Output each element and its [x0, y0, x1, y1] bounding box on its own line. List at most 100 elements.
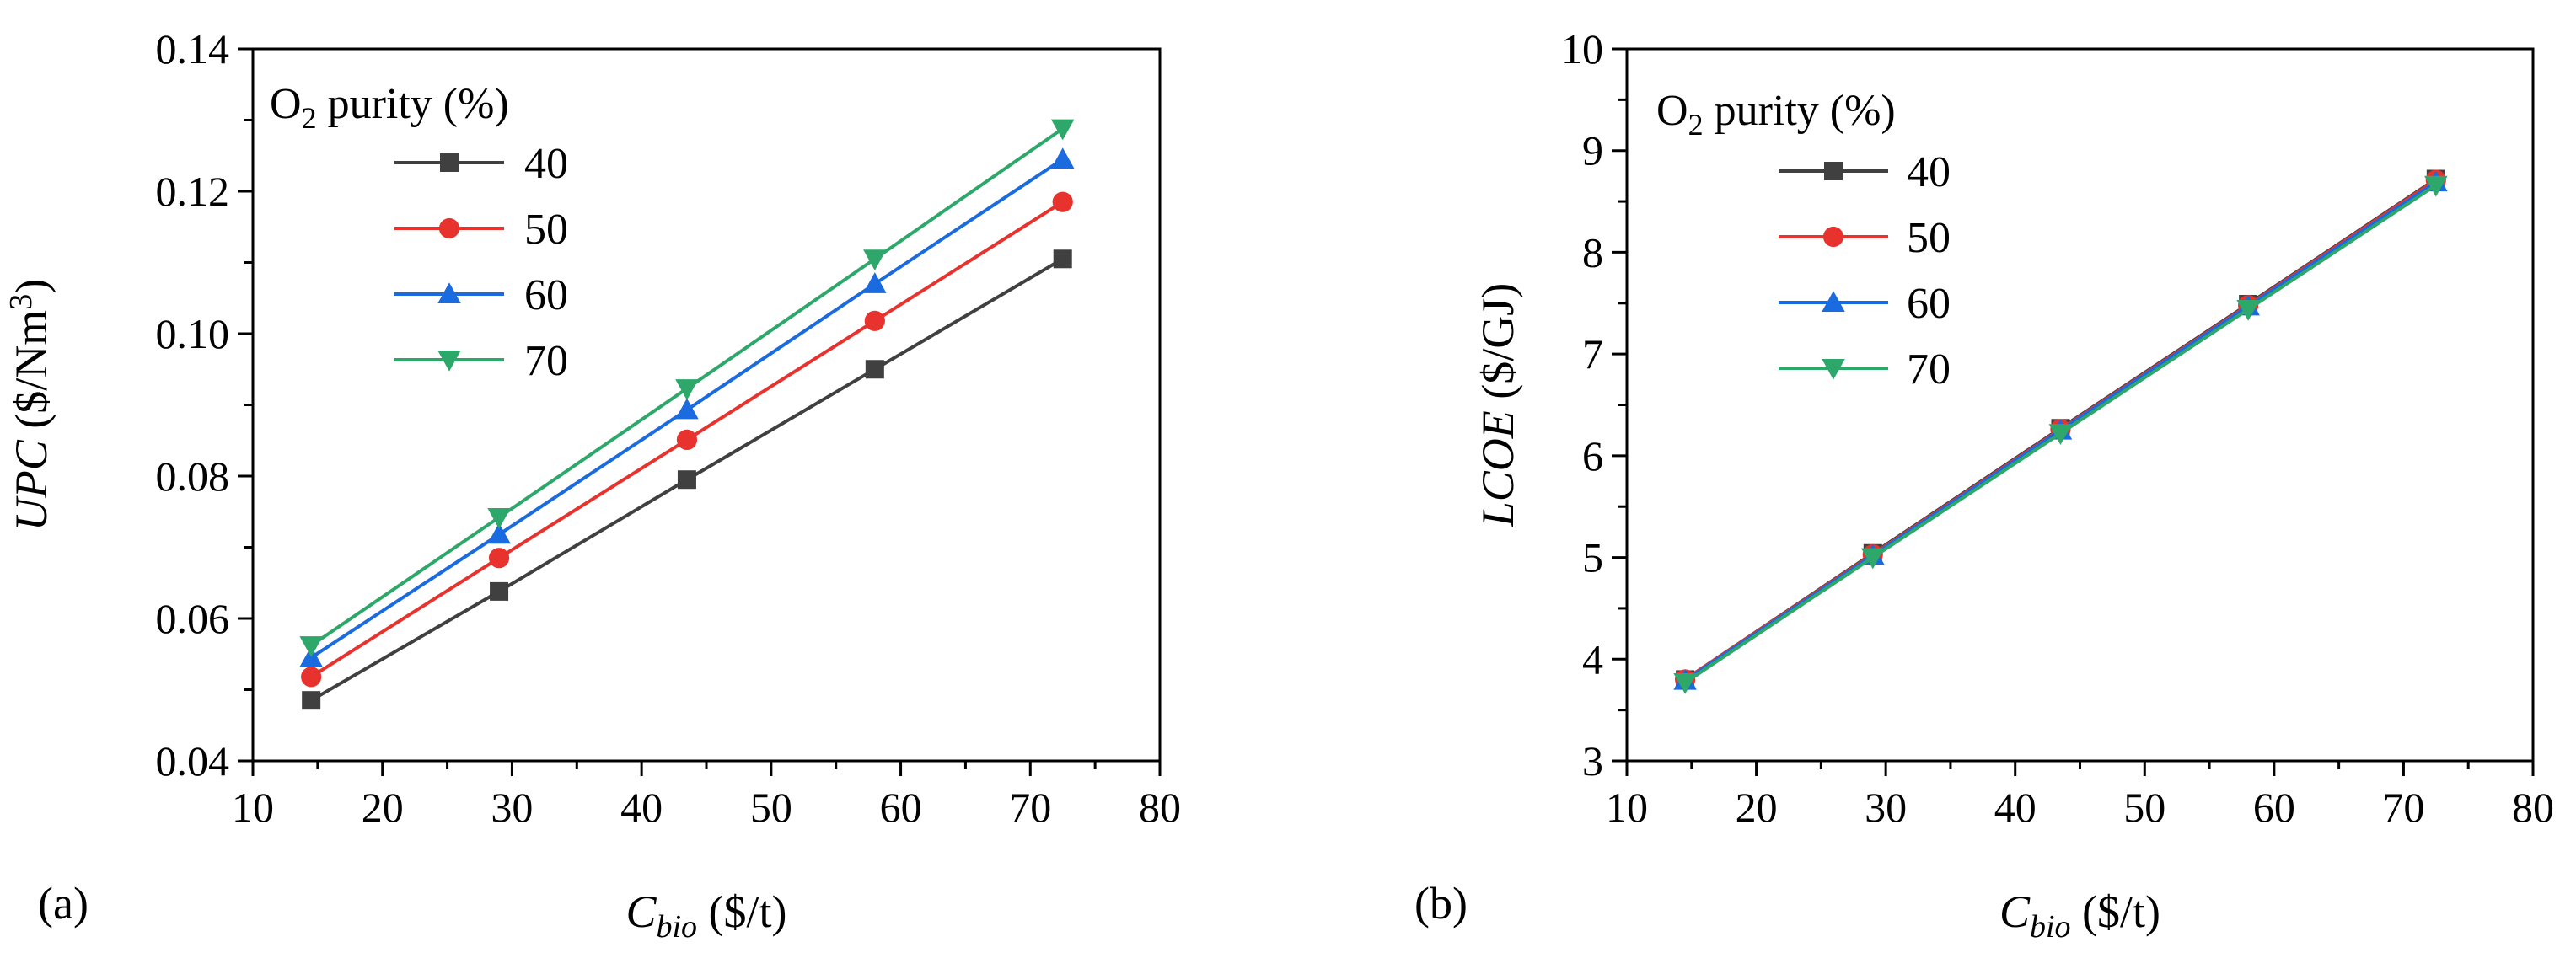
x-tick-label: 30 — [1865, 784, 1907, 831]
y-tick-label: 0.04 — [156, 737, 230, 784]
x-tick-label: 30 — [491, 784, 533, 831]
y-tick-label: 0.10 — [156, 310, 230, 357]
x-tick-label: 40 — [620, 784, 663, 831]
legend-label-60: 60 — [1907, 280, 1951, 328]
legend-marker-40 — [440, 153, 459, 172]
x-tick-label: 20 — [1736, 784, 1778, 831]
legend-marker-70 — [1822, 359, 1845, 380]
legend-title-rest: purity (%) — [1704, 87, 1896, 135]
x-axis-label-main: C — [1999, 886, 2031, 937]
y-tick-label: 7 — [1582, 330, 1603, 377]
data-point-50 — [1052, 191, 1073, 212]
legend-title-main: O — [270, 80, 302, 128]
x-axis-label: Cbio ($/t) — [625, 886, 786, 945]
y-tick-label: 6 — [1582, 432, 1603, 479]
legend-title-sub: 2 — [302, 101, 317, 135]
y-tick-label: 3 — [1582, 737, 1603, 784]
data-point-40 — [302, 691, 321, 710]
data-point-60 — [863, 272, 887, 293]
x-tick-label: 80 — [1139, 784, 1181, 831]
y-tick-label: 9 — [1582, 127, 1603, 174]
x-tick-label: 40 — [1994, 784, 2037, 831]
legend-label-50: 50 — [524, 206, 568, 254]
x-tick-label: 60 — [2253, 784, 2295, 831]
x-tick-label: 50 — [2123, 784, 2165, 831]
x-tick-label: 60 — [880, 784, 922, 831]
chart-a-upc: 10 20 30 40 50 60 70 80 0.04 0.06 0.08 0.10 0.12 0.14… — [3, 25, 1181, 945]
data-point-40 — [490, 581, 509, 601]
data-point-60 — [675, 398, 699, 420]
data-point-50 — [864, 310, 885, 331]
data-point-40 — [1053, 249, 1072, 269]
y-tick-label: 0.06 — [156, 595, 230, 642]
legend-label-40: 40 — [524, 140, 568, 188]
data-point-70 — [299, 636, 323, 657]
legend-label-50: 50 — [1907, 214, 1951, 262]
legend-marker-70 — [437, 351, 461, 372]
y-axis-label: LCOE ($/GJ) — [1473, 283, 1523, 528]
legend-title-rest: purity (%) — [317, 80, 509, 128]
y-axis-label-sup: 3 — [3, 294, 39, 310]
data-point-50 — [488, 548, 510, 569]
data-point-70 — [1861, 548, 1885, 570]
y-tick-label: 8 — [1582, 228, 1603, 276]
x-axis-label-main: C — [625, 886, 657, 937]
data-point-70 — [487, 508, 511, 529]
y-tick-label: 10 — [1561, 25, 1603, 72]
data-point-70 — [1673, 673, 1697, 694]
x-tick-label: 70 — [1009, 784, 1051, 831]
legend-title-main: O — [1656, 87, 1688, 135]
data-point-70 — [2236, 300, 2260, 321]
y-axis-label-unit: ($/GJ) — [1473, 283, 1523, 410]
y-tick-label: 0.08 — [156, 452, 230, 500]
data-point-70 — [863, 249, 887, 271]
y-axis-label-unit: ($/Nm — [6, 310, 56, 441]
chart-b-lcoe: 10 20 30 40 50 60 70 80 3 4 5 6 7 8 9 10 Cbio ($/t) LCOE … — [1414, 25, 2554, 945]
legend-label-40: 40 — [1907, 148, 1951, 196]
legend-marker-50 — [438, 217, 460, 239]
y-tick-label: 0.14 — [156, 25, 230, 72]
data-point-70 — [675, 379, 699, 400]
y-axis-label: UPC ($/Nm3) — [3, 279, 56, 531]
x-tick-label: 80 — [2512, 784, 2554, 831]
data-point-40 — [865, 360, 884, 379]
x-tick-label: 20 — [362, 784, 404, 831]
data-point-50 — [301, 667, 322, 688]
legend-label-60: 60 — [524, 271, 568, 319]
legend-title: O2 purity (%) — [270, 80, 509, 135]
y-tick-label: 0.12 — [156, 168, 230, 215]
plot-frame — [1625, 47, 2535, 763]
x-axis-label: Cbio ($/t) — [1999, 886, 2160, 945]
legend-label-70: 70 — [524, 337, 568, 385]
data-point-40 — [677, 470, 696, 490]
data-point-70 — [2424, 175, 2448, 197]
x-axis-label-unit: ($/t) — [2071, 886, 2160, 937]
data-point-60 — [1050, 147, 1075, 169]
y-axis-label-main: UPC — [6, 439, 56, 531]
panel-label: (a) — [38, 878, 89, 929]
legend-title-sub: 2 — [1688, 108, 1704, 142]
x-tick-label: 10 — [232, 784, 274, 831]
data-point-70 — [2048, 424, 2073, 446]
x-tick-label: 70 — [2382, 784, 2424, 831]
x-tick-label: 50 — [750, 784, 792, 831]
legend-marker-40 — [1824, 162, 1843, 180]
x-tick-label: 10 — [1606, 784, 1648, 831]
legend-label-70: 70 — [1907, 345, 1951, 393]
legend-marker-60 — [1822, 291, 1845, 312]
legend-title: O2 purity (%) — [1656, 87, 1896, 142]
data-point-60 — [487, 522, 511, 544]
x-axis-label-unit: ($/t) — [697, 886, 786, 937]
y-tick-label: 4 — [1582, 635, 1603, 683]
legend-marker-50 — [1822, 226, 1844, 248]
x-axis-label-sub: bio — [656, 909, 697, 945]
data-point-70 — [1050, 119, 1075, 141]
panel-label: (b) — [1414, 878, 1468, 929]
data-point-50 — [676, 429, 698, 451]
legend-marker-60 — [437, 282, 461, 303]
y-axis-label-main: LCOE — [1473, 410, 1523, 527]
x-axis-label-sub: bio — [2030, 909, 2071, 945]
y-axis-label-close: ) — [6, 279, 56, 294]
y-tick-label: 5 — [1582, 534, 1603, 581]
